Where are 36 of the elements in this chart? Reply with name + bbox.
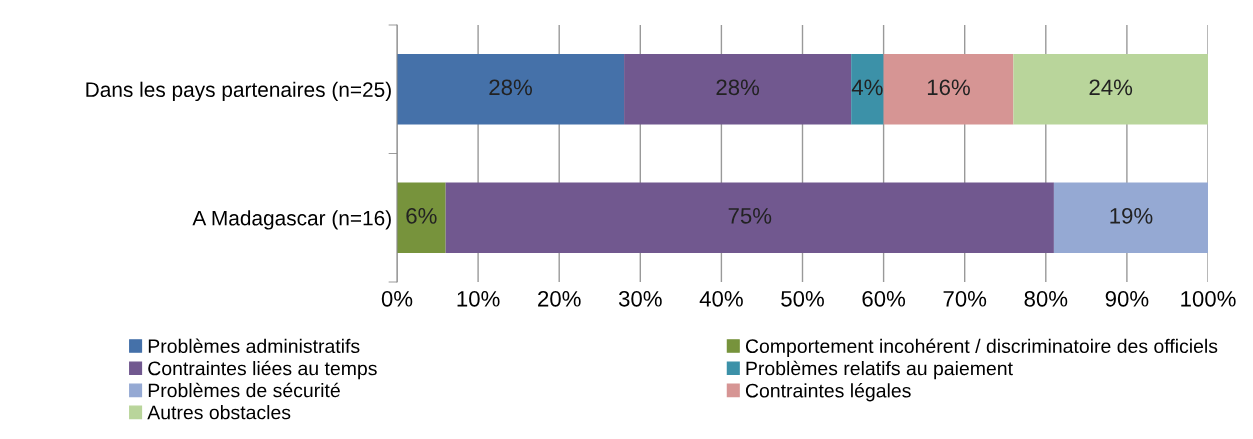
- x-tick-label: 0%: [381, 290, 413, 307]
- x-tick-label: 60%: [862, 290, 906, 307]
- x-tick-label: 100%: [1181, 290, 1236, 307]
- data-label: 24%: [1089, 79, 1133, 96]
- data-label: 4%: [851, 79, 883, 96]
- data-label: 16%: [927, 79, 970, 96]
- legend-label: Autres obstacles: [147, 405, 291, 420]
- bar: [1053, 182, 1208, 254]
- x-tick-label: 50%: [781, 290, 824, 307]
- data-label: 19%: [1110, 207, 1153, 224]
- bar: [397, 53, 625, 125]
- bar: [883, 53, 1014, 125]
- y-tick-label: A Madagascar (n=16): [192, 210, 391, 230]
- bar: [445, 182, 1054, 254]
- bar: [397, 182, 446, 254]
- legend-label: Comportement incohérent / discriminatoire des officiels: [745, 338, 1218, 357]
- x-tick-label: 80%: [1024, 290, 1068, 307]
- legend-label: Problèmes de sécurité: [148, 382, 340, 398]
- x-tick-label: 70%: [943, 290, 987, 307]
- x-tick-label: 40%: [699, 290, 743, 307]
- bar: [851, 53, 884, 125]
- x-tick-label: 10%: [457, 290, 500, 307]
- legend-label: Contraintes légales: [745, 383, 911, 402]
- bar: [1013, 53, 1208, 125]
- bar: [624, 53, 852, 125]
- data-label: 28%: [716, 79, 760, 96]
- x-tick-label: 90%: [1105, 290, 1149, 307]
- data-label: 28%: [489, 79, 532, 96]
- x-tick-label: 20%: [538, 290, 581, 307]
- legend-label: Problèmes relatifs au paiement: [746, 360, 1013, 380]
- data-label: 75%: [728, 208, 772, 224]
- data-label: 6%: [406, 207, 437, 224]
- legend-label: Contraintes liées au temps: [148, 360, 377, 380]
- legend-label: Problèmes administratifs: [148, 338, 360, 354]
- y-tick-label: Dans les pays partenaires (n=25): [86, 81, 391, 102]
- x-tick-label: 30%: [618, 290, 662, 307]
